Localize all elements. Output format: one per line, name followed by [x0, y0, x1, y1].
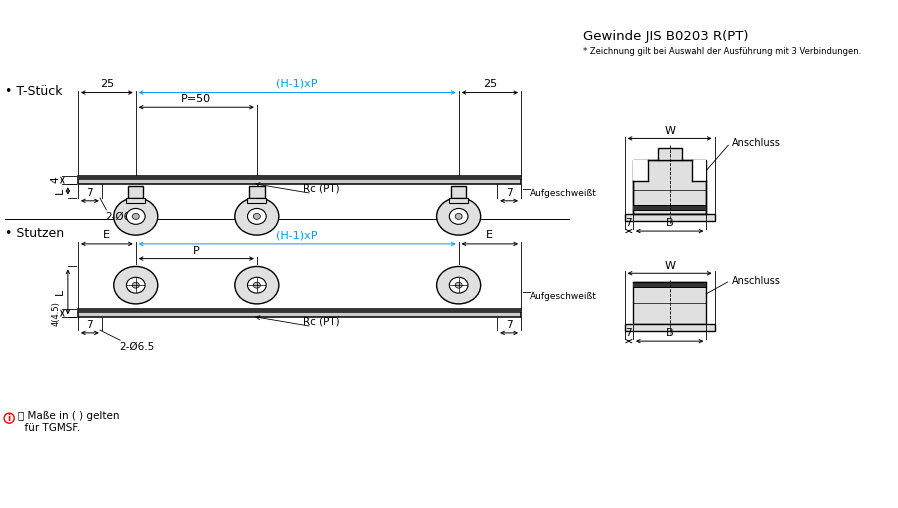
- Bar: [451, 185, 466, 198]
- Text: 7: 7: [86, 188, 93, 198]
- Ellipse shape: [235, 267, 279, 304]
- Bar: [128, 185, 144, 198]
- Bar: [78, 309, 521, 312]
- Ellipse shape: [436, 198, 480, 235]
- Text: i: i: [7, 414, 11, 423]
- Text: Aufgeschweißt: Aufgeschweißt: [530, 292, 597, 301]
- Text: L: L: [55, 289, 66, 295]
- Text: 2-Ø6.5: 2-Ø6.5: [119, 342, 154, 352]
- Text: B: B: [665, 218, 674, 228]
- Text: 7: 7: [506, 188, 513, 198]
- Bar: [625, 324, 715, 331]
- Text: (H-1)xP: (H-1)xP: [277, 79, 318, 89]
- Bar: [633, 161, 647, 181]
- Text: E: E: [487, 230, 493, 240]
- Text: Gewinde JIS B0203 R(PT): Gewinde JIS B0203 R(PT): [584, 30, 749, 43]
- Ellipse shape: [253, 282, 260, 288]
- Text: 25: 25: [100, 79, 114, 89]
- Text: • Stutzen: • Stutzen: [4, 228, 64, 240]
- Text: 7: 7: [506, 320, 513, 330]
- Ellipse shape: [235, 198, 279, 235]
- Ellipse shape: [455, 213, 462, 219]
- Text: 7: 7: [86, 320, 93, 330]
- Text: W: W: [665, 125, 675, 136]
- Bar: [633, 205, 707, 210]
- Bar: [625, 214, 715, 221]
- Text: 4: 4: [50, 177, 60, 183]
- Ellipse shape: [114, 198, 158, 235]
- Bar: [691, 161, 707, 181]
- Bar: [657, 148, 682, 161]
- Text: B: B: [665, 328, 674, 338]
- Ellipse shape: [449, 208, 468, 225]
- Bar: [78, 176, 521, 179]
- Bar: [78, 176, 521, 184]
- Text: 7: 7: [626, 328, 632, 338]
- Bar: [449, 198, 468, 203]
- Text: L: L: [55, 188, 66, 194]
- Bar: [249, 185, 265, 198]
- Bar: [633, 161, 707, 214]
- Ellipse shape: [132, 213, 139, 219]
- Text: Rc (PT): Rc (PT): [303, 183, 339, 194]
- Text: * Zeichnung gilt bei Auswahl der Ausführung mit 3 Verbindungen.: * Zeichnung gilt bei Auswahl der Ausführ…: [584, 47, 862, 56]
- Ellipse shape: [248, 208, 266, 225]
- Text: ⓘ Maße in ( ) gelten: ⓘ Maße in ( ) gelten: [18, 411, 119, 421]
- Bar: [78, 309, 521, 318]
- Bar: [633, 282, 707, 324]
- Ellipse shape: [436, 267, 480, 304]
- Text: Anschluss: Anschluss: [732, 276, 781, 285]
- Bar: [127, 198, 145, 203]
- Ellipse shape: [132, 282, 139, 288]
- Text: Rc (PT): Rc (PT): [303, 316, 339, 327]
- Ellipse shape: [114, 267, 158, 304]
- Bar: [633, 282, 707, 287]
- Ellipse shape: [127, 277, 145, 293]
- Text: 7: 7: [626, 218, 632, 228]
- Ellipse shape: [455, 282, 462, 288]
- Text: W: W: [665, 261, 675, 271]
- Ellipse shape: [127, 208, 145, 225]
- Text: 25: 25: [483, 79, 497, 89]
- Text: • T-Stück: • T-Stück: [4, 85, 62, 98]
- Bar: [248, 198, 266, 203]
- Text: P: P: [193, 246, 199, 256]
- Text: P=50: P=50: [181, 94, 211, 105]
- Ellipse shape: [253, 213, 260, 219]
- Text: für TGMSF.: für TGMSF.: [18, 423, 80, 433]
- Text: Anschluss: Anschluss: [732, 138, 781, 148]
- Text: E: E: [103, 230, 110, 240]
- Ellipse shape: [248, 277, 266, 293]
- Text: Aufgeschweißt: Aufgeschweißt: [530, 189, 597, 198]
- Text: 4(4.5): 4(4.5): [51, 301, 60, 326]
- Ellipse shape: [449, 277, 468, 293]
- Text: 2-Ø6.5: 2-Ø6.5: [105, 212, 141, 222]
- Text: (H-1)xP: (H-1)xP: [277, 230, 318, 240]
